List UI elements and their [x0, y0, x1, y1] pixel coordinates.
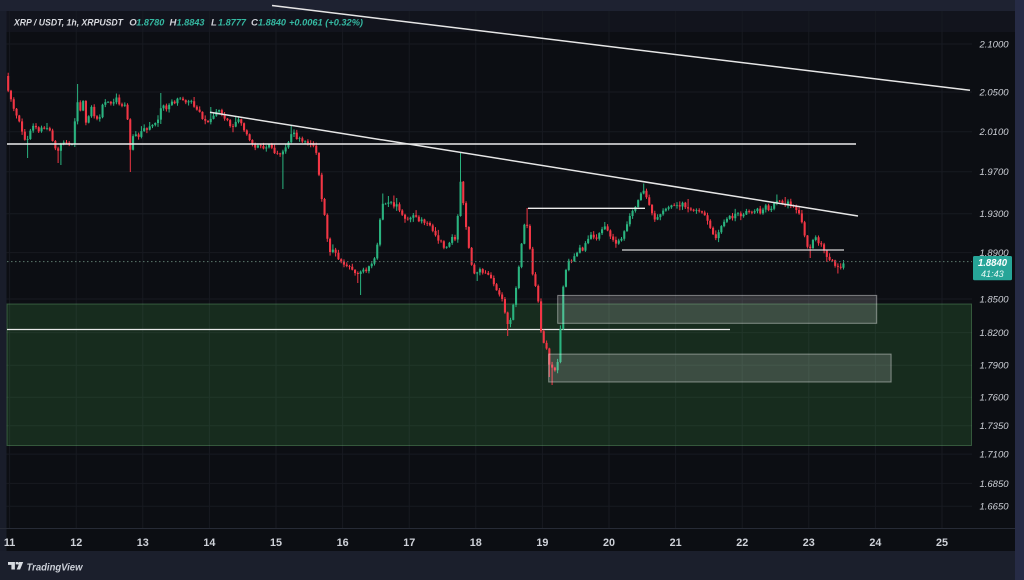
svg-text:1.7900: 1.7900 [980, 361, 1010, 372]
svg-text:1.7100: 1.7100 [980, 450, 1010, 461]
svg-text:1.8900: 1.8900 [980, 248, 1010, 259]
svg-text:24: 24 [869, 537, 881, 549]
svg-text:16: 16 [337, 537, 349, 549]
svg-text:1.9700: 1.9700 [980, 167, 1010, 178]
svg-text:2.0500: 2.0500 [979, 87, 1010, 98]
svg-text:41:43: 41:43 [981, 268, 1004, 279]
svg-text:2.1000: 2.1000 [979, 39, 1010, 50]
svg-text:1.7350: 1.7350 [980, 421, 1010, 432]
svg-text:+0.0061 (+0.32%): +0.0061 (+0.32%) [289, 17, 363, 28]
svg-text:18: 18 [470, 537, 482, 549]
svg-text:1.8200: 1.8200 [980, 328, 1010, 339]
svg-text:1.6850: 1.6850 [980, 479, 1010, 490]
svg-text:2.0100: 2.0100 [979, 127, 1010, 138]
svg-text:14: 14 [203, 537, 215, 549]
svg-text:XRP / USDT, 1h, XRPUSDT: XRP / USDT, 1h, XRPUSDT [13, 17, 124, 28]
svg-text:1.6650: 1.6650 [980, 502, 1010, 513]
svg-text:21: 21 [670, 537, 682, 549]
svg-text:TradingView: TradingView [27, 562, 84, 573]
svg-text:11: 11 [4, 537, 15, 549]
svg-text:15: 15 [270, 537, 282, 549]
svg-text:1.8840: 1.8840 [978, 258, 1008, 269]
svg-text:1.7600: 1.7600 [980, 393, 1010, 404]
svg-text:25: 25 [936, 537, 948, 549]
svg-text:O: O [129, 17, 137, 28]
svg-text:1.8777: 1.8777 [218, 17, 247, 28]
svg-text:1.8500: 1.8500 [980, 294, 1010, 305]
svg-text:C: C [251, 17, 259, 28]
svg-text:H: H [170, 17, 178, 28]
svg-text:13: 13 [137, 537, 149, 549]
svg-text:19: 19 [536, 537, 548, 549]
svg-text:1.8840: 1.8840 [258, 17, 287, 28]
svg-text:1.8843: 1.8843 [177, 17, 206, 28]
svg-text:L: L [211, 17, 217, 28]
svg-text:1.9300: 1.9300 [980, 209, 1010, 220]
svg-text:22: 22 [736, 537, 748, 549]
svg-text:17: 17 [403, 537, 415, 549]
svg-text:20: 20 [603, 537, 615, 549]
svg-text:12: 12 [70, 537, 82, 549]
svg-text:23: 23 [803, 537, 815, 549]
svg-text:1.8780: 1.8780 [136, 17, 165, 28]
